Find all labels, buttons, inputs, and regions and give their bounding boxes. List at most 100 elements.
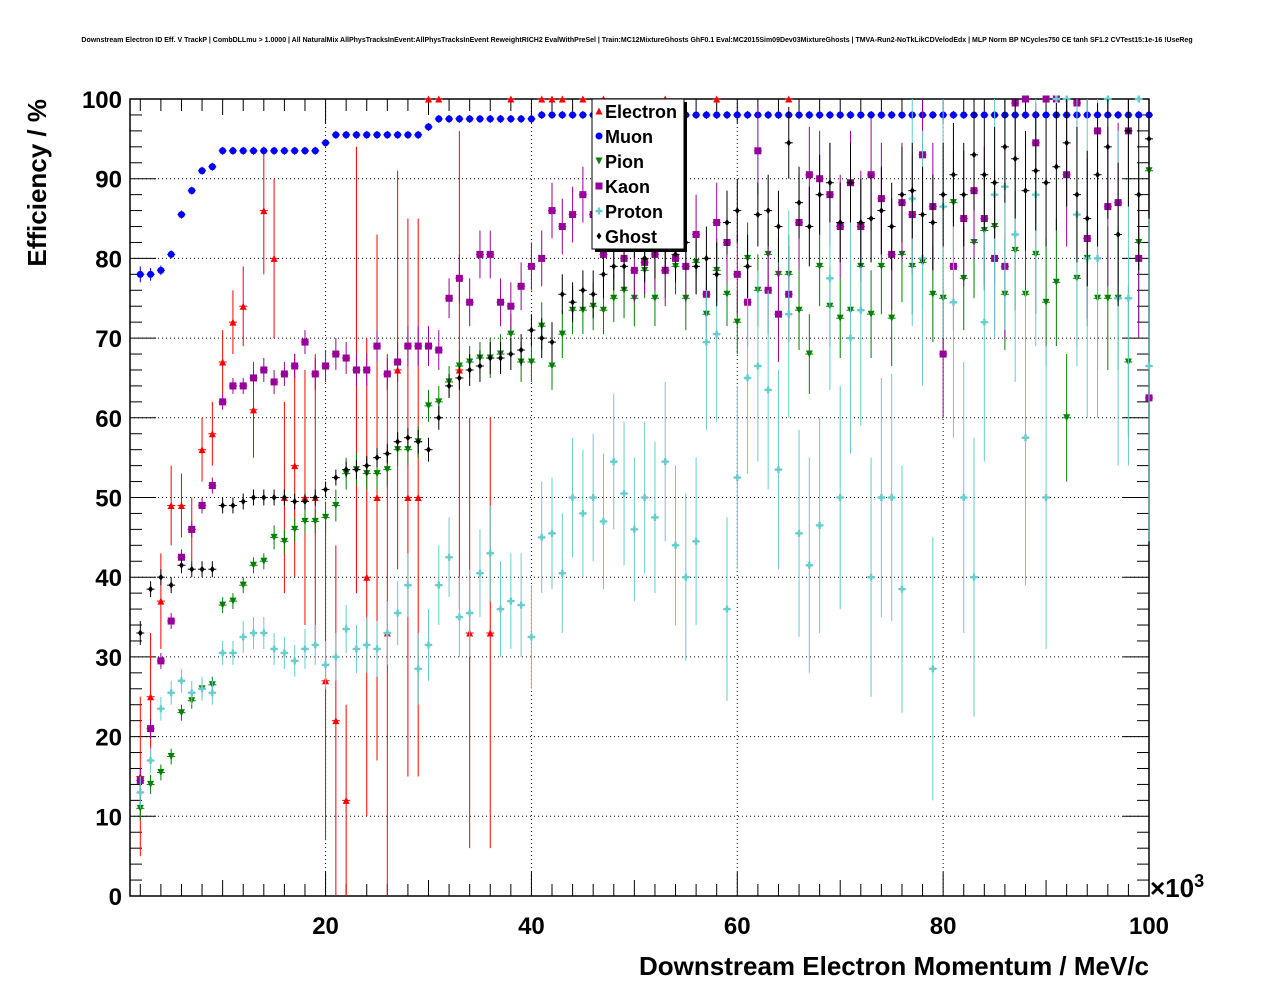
cross-v: [437, 581, 440, 589]
kaon-point: [332, 350, 340, 358]
proton-point: [641, 494, 649, 501]
kaon-point: [414, 342, 422, 350]
pion-point: [527, 358, 535, 366]
ghost-point: [992, 179, 998, 187]
ghost-point: [745, 262, 751, 270]
ghost-point: [1064, 139, 1070, 147]
ghost-point: [1115, 230, 1121, 238]
proton-point: [301, 645, 309, 653]
muon-point: [538, 111, 546, 119]
cross-v: [159, 705, 163, 713]
cross-v: [694, 537, 698, 545]
muon-point: [270, 147, 278, 155]
pion-point: [424, 402, 432, 410]
pion-point: [373, 470, 381, 478]
x-axis-title: Downstream Electron Momentum / MeV/c: [639, 951, 1149, 981]
proton-point: [229, 649, 237, 657]
ghost-point: [528, 326, 534, 334]
muon-point: [929, 111, 937, 119]
chart-title: Downstream Electron ID Eff. V TrackP | C…: [81, 37, 1192, 44]
proton-point: [373, 645, 381, 653]
y-tick-label: 30: [95, 645, 122, 672]
ghost-point: [343, 466, 349, 474]
ghost-point: [961, 191, 967, 199]
proton-point: [445, 553, 453, 561]
ghost-point: [158, 573, 164, 581]
muon-point: [414, 131, 422, 139]
proton-point: [404, 581, 412, 589]
ghost-point: [467, 366, 473, 374]
ghost-point: [230, 501, 236, 509]
cross-v: [1013, 230, 1017, 238]
muon-point: [898, 111, 906, 119]
ghost-point: [611, 262, 617, 270]
ghost-point: [971, 151, 977, 159]
proton-point: [424, 641, 432, 649]
kaon-point: [198, 501, 206, 509]
muon-point: [424, 123, 432, 131]
cross-v: [859, 306, 862, 314]
cross-v: [828, 274, 832, 282]
cross-v: [849, 334, 852, 342]
pion-point: [404, 446, 412, 454]
kaon-point: [754, 147, 762, 155]
pion-point: [1104, 294, 1112, 302]
pion-point: [836, 314, 844, 322]
ghost-point: [570, 298, 576, 306]
cross-v: [344, 625, 348, 633]
pion-point: [177, 709, 185, 717]
cross-v: [880, 494, 883, 501]
electron-point: [558, 95, 566, 103]
y-tick-label: 20: [95, 725, 122, 752]
electron-point: [250, 406, 258, 414]
cross-v: [597, 207, 601, 215]
kaon-point: [774, 310, 782, 318]
cross-v: [1055, 95, 1058, 103]
muon-point: [1135, 111, 1143, 119]
cross-v: [314, 641, 317, 649]
muon-point: [167, 250, 175, 258]
muon-point: [497, 115, 505, 123]
muon-point: [507, 115, 515, 123]
muon-point: [764, 111, 772, 119]
muon-point: [219, 147, 227, 155]
ghost-point: [703, 254, 709, 262]
ghost-point: [878, 207, 884, 215]
ghost-point: [312, 494, 318, 501]
kaon-point: [579, 191, 587, 199]
kaon-point: [311, 370, 319, 378]
pion-point: [507, 330, 515, 338]
ghost-point: [950, 171, 956, 179]
ghost-point: [889, 223, 895, 231]
ghost-point: [1136, 191, 1142, 199]
series-electron: [136, 95, 793, 896]
proton-point: [507, 597, 515, 605]
proton-point: [630, 525, 638, 533]
kaon-point: [250, 374, 258, 382]
kaon-point: [322, 362, 330, 370]
cross-v: [231, 649, 235, 657]
cross-v: [612, 458, 615, 466]
proton-point: [651, 513, 659, 521]
electron-point: [342, 796, 350, 804]
proton-point: [167, 689, 175, 697]
ghost-point: [251, 494, 256, 501]
legend-label-kaon: Kaon: [605, 177, 650, 197]
ghost-point: [415, 438, 421, 446]
proton-point: [517, 601, 525, 609]
proton-point: [414, 665, 422, 673]
kaon-point: [507, 302, 515, 310]
proton-point: [352, 645, 360, 653]
proton-point: [610, 458, 618, 466]
cross-v: [293, 657, 296, 665]
cross-v: [983, 318, 986, 326]
ghost-point: [724, 219, 730, 227]
muon-point: [332, 131, 340, 139]
kaon-point: [939, 350, 947, 358]
proton-point: [733, 474, 741, 482]
kaon-point: [1021, 95, 1029, 103]
ghost-point: [817, 191, 823, 199]
proton-point: [672, 541, 680, 549]
muon-point: [373, 131, 381, 139]
